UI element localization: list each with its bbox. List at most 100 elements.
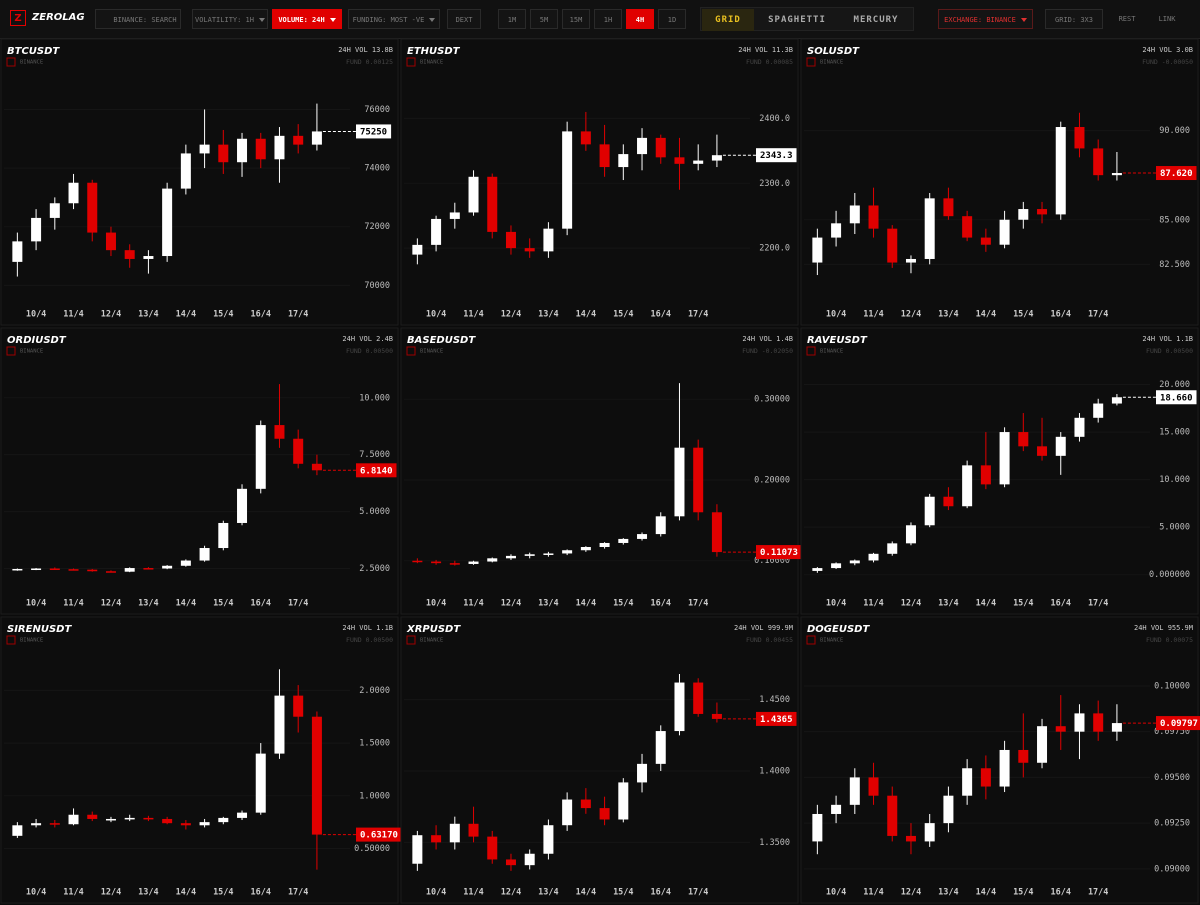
- timeframe-button[interactable]: 1M: [498, 9, 526, 29]
- symbol: DOGEUSDT: [807, 624, 870, 635]
- candle-body: [1018, 749, 1029, 763]
- volume-stat: 24H VOL 1.4B: [742, 335, 793, 343]
- exchange: BINANCE: [20, 60, 43, 66]
- filter-button[interactable]: DEXT: [447, 9, 481, 29]
- logo[interactable]: ZEROLAG: [32, 12, 85, 23]
- candle-body: [311, 463, 322, 471]
- candle-body: [311, 716, 322, 835]
- x-tick-label: 13/4: [938, 310, 958, 320]
- candle-body: [962, 216, 973, 238]
- x-tick-label: 13/4: [138, 310, 158, 320]
- candle-body: [655, 516, 666, 535]
- x-tick-label: 15/4: [213, 599, 233, 609]
- candle-body: [293, 695, 304, 717]
- rest-button[interactable]: REST: [1118, 15, 1136, 23]
- timeframe-button[interactable]: 4H: [626, 9, 654, 29]
- candle-body: [12, 241, 23, 262]
- chart-panel: [0, 38, 399, 326]
- y-tick-label: 70000: [364, 281, 390, 291]
- x-tick-label: 17/4: [1088, 599, 1108, 609]
- candle-body: [1074, 713, 1085, 732]
- exchange-icon: [806, 346, 816, 356]
- candle-body: [999, 749, 1010, 787]
- candle-body: [812, 568, 823, 571]
- candle-body: [1055, 436, 1066, 456]
- volume-stat: 24H VOL 2.4B: [342, 335, 393, 343]
- x-tick-label: 14/4: [576, 599, 596, 609]
- candle-body: [49, 568, 60, 571]
- exchange-select[interactable]: EXCHANGE: BINANCE: [938, 9, 1033, 29]
- candle-body: [505, 231, 516, 249]
- candle-body: [693, 447, 704, 513]
- y-tick-label: 74000: [364, 164, 390, 174]
- y-tick-label: 10.000: [359, 393, 390, 403]
- x-tick-label: 17/4: [288, 888, 308, 898]
- view-button[interactable]: SPAGHETTI: [768, 15, 826, 25]
- y-tick-label: 0.000000: [1149, 570, 1190, 580]
- candle-body: [124, 250, 135, 259]
- y-tick-label: 2400.0: [759, 114, 790, 124]
- exchange-icon: [406, 635, 416, 645]
- x-tick-label: 12/4: [501, 888, 521, 898]
- candle-body: [580, 547, 591, 551]
- candle-body: [412, 835, 423, 864]
- candle-body: [999, 219, 1010, 245]
- exchange: BINANCE: [820, 349, 843, 355]
- filter-button[interactable]: VOLUME: 24H: [272, 9, 342, 29]
- filter-button[interactable]: VOLATILITY: 1H: [192, 9, 268, 29]
- symbol: SOLUSDT: [807, 46, 860, 57]
- candle-body: [580, 131, 591, 145]
- chart-panel: [800, 38, 1199, 326]
- funding-stat: FUND -0.02050: [742, 347, 793, 355]
- view-button[interactable]: MERCURY: [853, 15, 899, 25]
- y-tick-label: 5.0000: [359, 507, 390, 517]
- candle-body: [524, 853, 535, 866]
- volume-stat: 24H VOL 13.8B: [338, 46, 393, 54]
- candle-body: [962, 768, 973, 796]
- candle-body: [1111, 173, 1122, 176]
- candle-body: [812, 813, 823, 842]
- grid-select[interactable]: GRID: 3X3: [1045, 9, 1103, 29]
- funding-stat: FUND 0.00085: [746, 58, 793, 66]
- y-tick-label: 0.10000: [754, 556, 790, 566]
- x-tick-label: 11/4: [463, 888, 483, 898]
- chart-panel: [400, 38, 799, 326]
- candle-body: [468, 823, 479, 837]
- exchange: BINANCE: [420, 638, 443, 644]
- filter-button[interactable]: FUNDING: MOST -VE: [348, 9, 440, 29]
- candle-body: [412, 244, 423, 255]
- x-tick-label: 17/4: [688, 599, 708, 609]
- x-tick-label: 10/4: [426, 599, 446, 609]
- x-tick-label: 15/4: [613, 599, 633, 609]
- last-price-label: 0.11073: [760, 548, 798, 558]
- y-tick-label: 2200.0: [759, 244, 790, 254]
- timeframe-button[interactable]: 1H: [594, 9, 622, 29]
- candle-body: [599, 808, 610, 820]
- candle-body: [255, 425, 266, 489]
- x-tick-label: 15/4: [613, 310, 633, 320]
- link-button[interactable]: LINK: [1158, 15, 1176, 23]
- timeframe-button[interactable]: 1D: [658, 9, 686, 29]
- last-price-box: [1156, 166, 1197, 181]
- x-tick-label: 11/4: [863, 888, 883, 898]
- candle-body: [543, 553, 554, 555]
- logo-mark[interactable]: Z: [10, 10, 26, 26]
- timeframe-button[interactable]: 5M: [530, 9, 558, 29]
- candle-body: [199, 548, 210, 561]
- volume-stat: 24H VOL 3.0B: [1142, 46, 1193, 54]
- search[interactable]: BINANCE: SEARCH: [95, 9, 181, 29]
- x-tick-label: 11/4: [63, 599, 83, 609]
- candle-body: [693, 160, 704, 164]
- candle-body: [218, 817, 229, 823]
- candle-body: [831, 223, 842, 238]
- candle-body: [68, 182, 79, 204]
- candle-body: [849, 205, 860, 224]
- timeframe-button[interactable]: 15M: [562, 9, 590, 29]
- candle-body: [162, 188, 173, 257]
- candle-body: [943, 795, 954, 824]
- view-button[interactable]: GRID: [702, 9, 754, 31]
- candle-body: [143, 256, 154, 259]
- x-tick-label: 17/4: [688, 310, 708, 320]
- candle-body: [12, 825, 23, 836]
- volume-stat: 24H VOL 1.1B: [342, 624, 393, 632]
